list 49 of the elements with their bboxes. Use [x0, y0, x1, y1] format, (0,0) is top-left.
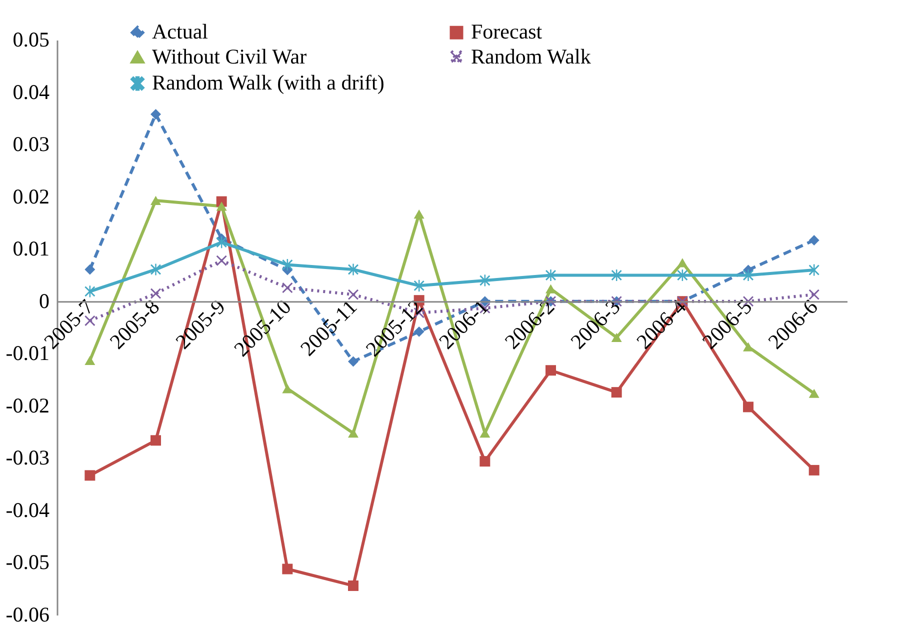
y-tick-label: 0.02	[12, 184, 50, 208]
point	[84, 356, 96, 365]
point	[743, 269, 754, 281]
point	[282, 384, 293, 394]
legend-label: Forecast	[471, 20, 542, 44]
y-tick-label: 0.03	[12, 132, 50, 156]
y-tick-label: -0.06	[6, 602, 50, 626]
legend-label: Without Civil War	[152, 44, 307, 68]
point	[808, 388, 820, 398]
point	[150, 264, 161, 276]
point	[348, 264, 358, 276]
point	[546, 269, 556, 281]
point	[808, 289, 820, 300]
point	[480, 274, 490, 286]
point	[808, 234, 820, 246]
point	[84, 286, 96, 298]
y-tick-label: -0.03	[6, 446, 50, 470]
point	[150, 108, 161, 120]
point	[414, 210, 424, 219]
legend-label: Random Walk (with a drift)	[152, 70, 384, 94]
point	[282, 564, 293, 574]
point	[611, 387, 622, 398]
point	[808, 464, 820, 476]
point	[348, 428, 358, 438]
point	[677, 258, 688, 268]
legend-label: Actual	[152, 20, 208, 44]
point	[150, 196, 161, 206]
point	[546, 365, 556, 376]
point	[480, 456, 490, 467]
point	[282, 282, 293, 294]
y-tick-label: -0.05	[6, 550, 50, 574]
y-tick-label: 0.01	[12, 236, 50, 261]
y-tick-label: 0.04	[12, 80, 50, 104]
point	[216, 255, 227, 266]
point	[348, 289, 358, 300]
point	[348, 580, 358, 591]
point	[84, 264, 96, 275]
point	[546, 284, 556, 294]
y-tick-label: -0.02	[6, 393, 50, 418]
y-tick-label: 0.05	[12, 28, 50, 52]
y-tick-label: -0.04	[6, 498, 50, 522]
point	[743, 402, 754, 412]
point	[216, 202, 227, 211]
point	[348, 356, 358, 367]
point	[84, 470, 96, 481]
point	[150, 435, 161, 446]
legend-label: Random Walk	[471, 44, 592, 68]
point	[150, 288, 161, 299]
point	[480, 428, 490, 438]
